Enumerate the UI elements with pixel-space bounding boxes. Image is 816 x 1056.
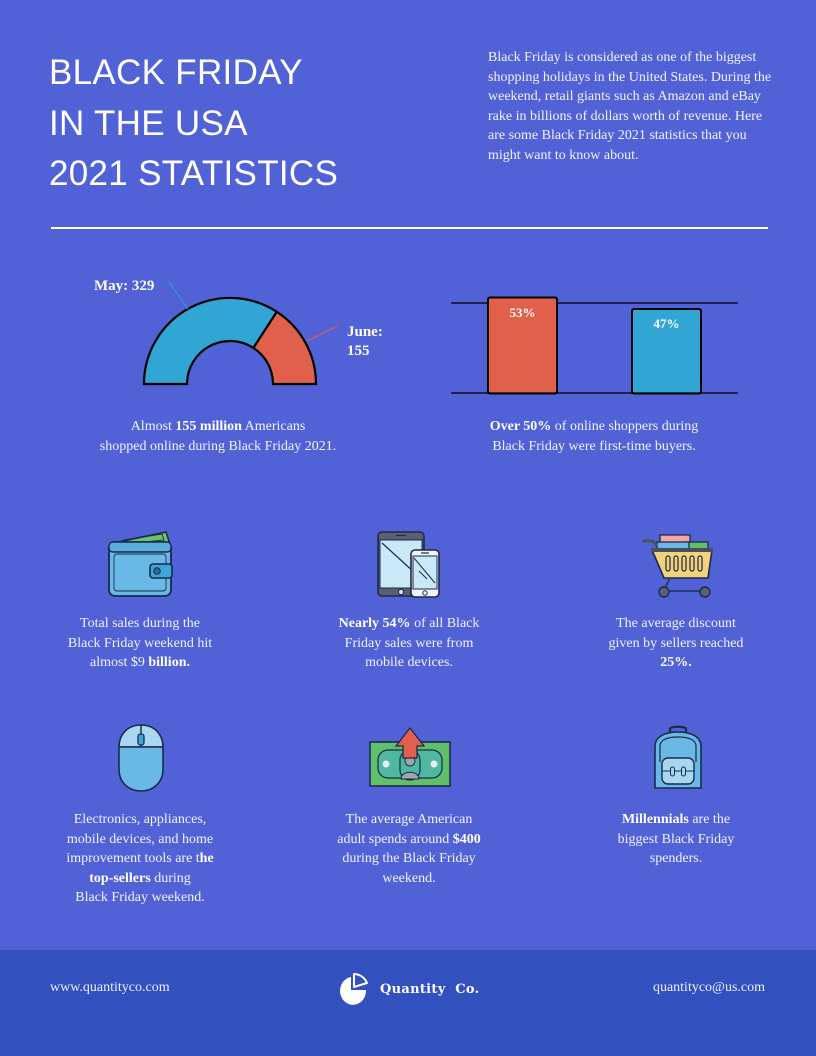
brand-logo: Quantity Co. <box>336 972 479 1006</box>
computer-mouse-icon <box>117 723 165 798</box>
money-arrow-icon <box>368 722 452 793</box>
mobile-devices-icon <box>377 531 443 606</box>
section-divider <box>51 227 768 229</box>
brand-name: Quantity Co. <box>380 981 480 997</box>
pie-chart-logo-icon <box>340 973 368 1005</box>
leader-line-june <box>306 325 338 342</box>
label-may: May: 329 <box>94 278 155 294</box>
title-line-3: 2021 STATISTICS <box>49 154 339 193</box>
footer-email-link[interactable]: quantityco@us.com <box>652 980 765 995</box>
bar-label-47: 47% <box>653 316 680 331</box>
leader-line-may <box>168 281 189 310</box>
bar-svg <box>451 296 738 395</box>
stat-average-spend: The average American adult spends around… <box>337 812 481 886</box>
donut-caption: Almost 155 million Americans shopped onl… <box>99 419 337 454</box>
half-donut-chart: May: 329 June: 155 <box>80 270 400 400</box>
title-line-1: BLACK FRIDAY <box>49 53 303 92</box>
title-line-2: IN THE USA <box>49 103 248 143</box>
label-june: June: 155 <box>347 324 383 359</box>
footer: www.quantityco.com Quantity Co. quantity… <box>0 950 816 1056</box>
donut-svg <box>142 281 338 386</box>
stat-total-sales: Total sales during the Black Friday week… <box>67 616 213 671</box>
bar-label-53: 53% <box>509 305 536 320</box>
intro-paragraph: Black Friday is considered as one of the… <box>488 50 772 163</box>
bar-caption: Over 50% of online shoppers during Black… <box>489 419 699 454</box>
wallet-icon <box>106 528 176 605</box>
stat-top-sellers: Electronics, appliances, mobile devices,… <box>66 812 214 906</box>
bar-chart: 53% 47% <box>440 280 760 410</box>
backpack-icon <box>653 724 703 797</box>
page-title: BLACK FRIDAY IN THE USA 2021 STATISTICS <box>49 48 338 200</box>
stat-average-discount: The average discount given by sellers re… <box>608 616 744 671</box>
donut-slice-may <box>142 296 279 386</box>
stat-millennials: Millennials are the biggest Black Friday… <box>617 812 735 867</box>
shopping-cart-icon <box>642 532 714 605</box>
footer-website-link[interactable]: www.quantityco.com <box>50 980 170 995</box>
stat-mobile-sales: Nearly 54% of all Black Friday sales wer… <box>338 616 480 671</box>
donut-slice-june <box>251 310 318 386</box>
